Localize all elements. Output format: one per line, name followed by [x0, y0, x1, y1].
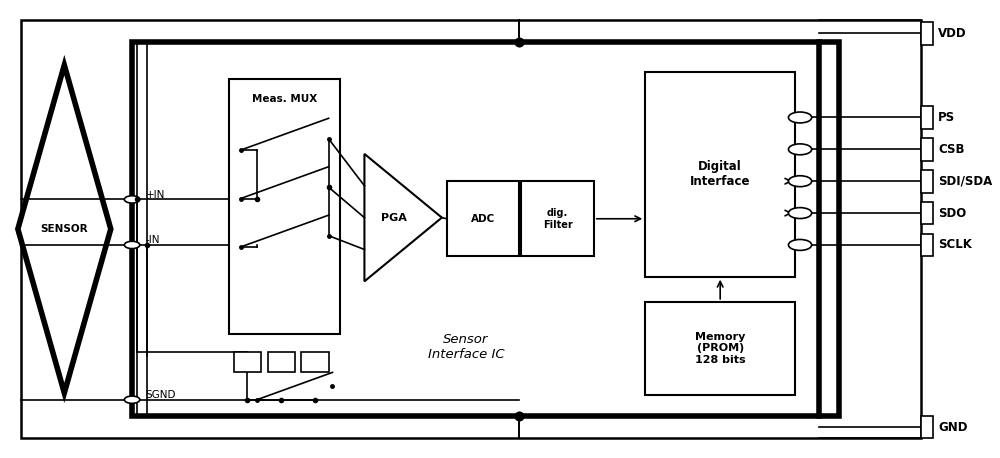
Polygon shape: [18, 65, 111, 393]
Text: ADC: ADC: [471, 214, 495, 224]
Text: SDI/SDA: SDI/SDA: [938, 174, 992, 188]
Bar: [234, 352, 261, 372]
Bar: [921, 170, 933, 192]
Text: PGA: PGA: [381, 213, 406, 223]
Polygon shape: [364, 154, 442, 281]
Text: Memory
(PROM)
128 bits: Memory (PROM) 128 bits: [695, 332, 746, 365]
Text: dig.
Filter: dig. Filter: [543, 208, 572, 229]
Circle shape: [788, 112, 812, 123]
Text: GND: GND: [938, 420, 968, 434]
Circle shape: [124, 241, 140, 249]
Bar: [229, 79, 340, 334]
Bar: [645, 302, 795, 395]
Circle shape: [788, 144, 812, 155]
Text: VDD: VDD: [938, 27, 967, 40]
Bar: [301, 352, 329, 372]
Circle shape: [788, 207, 812, 218]
Text: Sensor
Interface IC: Sensor Interface IC: [428, 333, 504, 361]
Text: SENSOR: SENSOR: [41, 224, 88, 234]
Bar: [921, 416, 933, 438]
Bar: [268, 352, 295, 372]
Text: PS: PS: [938, 111, 955, 124]
Bar: [921, 202, 933, 224]
Text: CSB: CSB: [938, 143, 965, 156]
Bar: [521, 181, 594, 256]
Text: -IN: -IN: [146, 235, 160, 245]
Circle shape: [788, 176, 812, 187]
Bar: [921, 138, 933, 161]
Text: +IN: +IN: [146, 190, 165, 200]
Text: SDO: SDO: [938, 207, 966, 219]
Text: Digital
Interface: Digital Interface: [690, 160, 750, 188]
Text: SGND: SGND: [146, 390, 176, 400]
Text: Meas. MUX: Meas. MUX: [252, 94, 317, 104]
Bar: [645, 72, 795, 277]
Bar: [132, 42, 839, 416]
Bar: [921, 106, 933, 129]
Text: SCLK: SCLK: [938, 239, 972, 251]
Circle shape: [124, 196, 140, 203]
Bar: [921, 22, 933, 44]
Circle shape: [788, 240, 812, 251]
Circle shape: [124, 396, 140, 403]
Bar: [447, 181, 519, 256]
Bar: [921, 234, 933, 256]
